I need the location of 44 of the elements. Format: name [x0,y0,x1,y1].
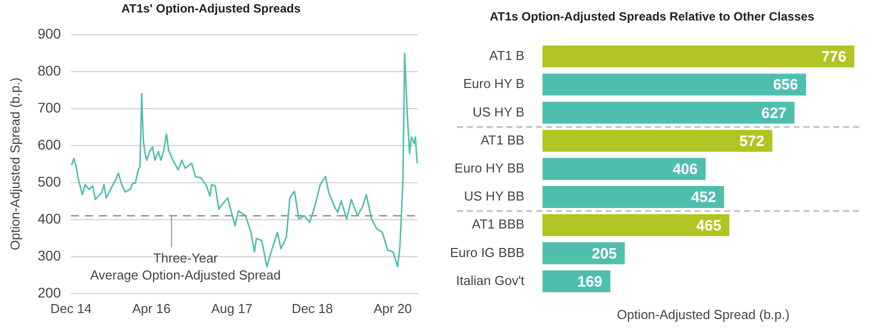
bar [542,102,794,124]
y-tick-label: 200 [38,284,62,300]
y-tick-label: Euro HY BB [454,160,524,176]
data-label: 169 [577,273,602,290]
y-tick-label: 600 [38,136,62,152]
bar [542,158,706,180]
data-label: 406 [672,161,698,178]
x-tick-label: Aug 17 [211,300,252,316]
x-tick-label: Dec 18 [292,300,333,316]
y-tick-label: AT1 BBB [472,216,524,232]
y-tick-label: Italian Gov't [456,272,525,288]
x-tick-label: Apr 16 [132,300,171,316]
y-tick-label: US HY BB [464,188,524,204]
bar [542,270,610,292]
chart-title: AT1s' Option-Adjusted Spreads [121,2,301,16]
y-tick-label: Euro IG BBB [450,244,524,260]
y-tick-label: AT1 B [489,48,524,64]
y-tick-label: 700 [38,99,62,116]
data-label: 465 [696,217,722,234]
y-tick-label: 800 [38,62,62,78]
bar [542,74,806,96]
x-axis-title: Option-Adjusted Spread (b.p.) [616,306,790,322]
x-tick-label: Apr 20 [374,300,412,316]
x-tick-label: Dec 14 [50,300,92,316]
data-label: 205 [592,245,617,262]
y-tick-label: Euro HY B [463,76,524,92]
y-tick-label: 400 [38,210,62,226]
ref-line-label: Three-Year Average Option-Adjusted Spread [90,250,281,282]
data-label: 656 [773,76,798,94]
bar [542,45,854,68]
y-tick-label: 300 [38,247,62,264]
y-axis-title: Option-Adjusted Spread (b.p.) [7,78,22,250]
bar [542,214,730,236]
data-label: 776 [821,48,846,66]
data-label: 572 [739,132,764,150]
data-label: 627 [761,104,786,122]
y-tick-label: 900 [38,25,62,42]
y-tick-label: AT1 BB [480,132,524,148]
bar [542,130,772,152]
y-tick-label: 500 [38,173,62,190]
chart-title: AT1s Option-Adjusted Spreads Relative to Other Classes [490,10,815,24]
data-label: 452 [691,189,716,206]
bar [542,186,724,208]
y-tick-label: US HY B [472,104,524,120]
